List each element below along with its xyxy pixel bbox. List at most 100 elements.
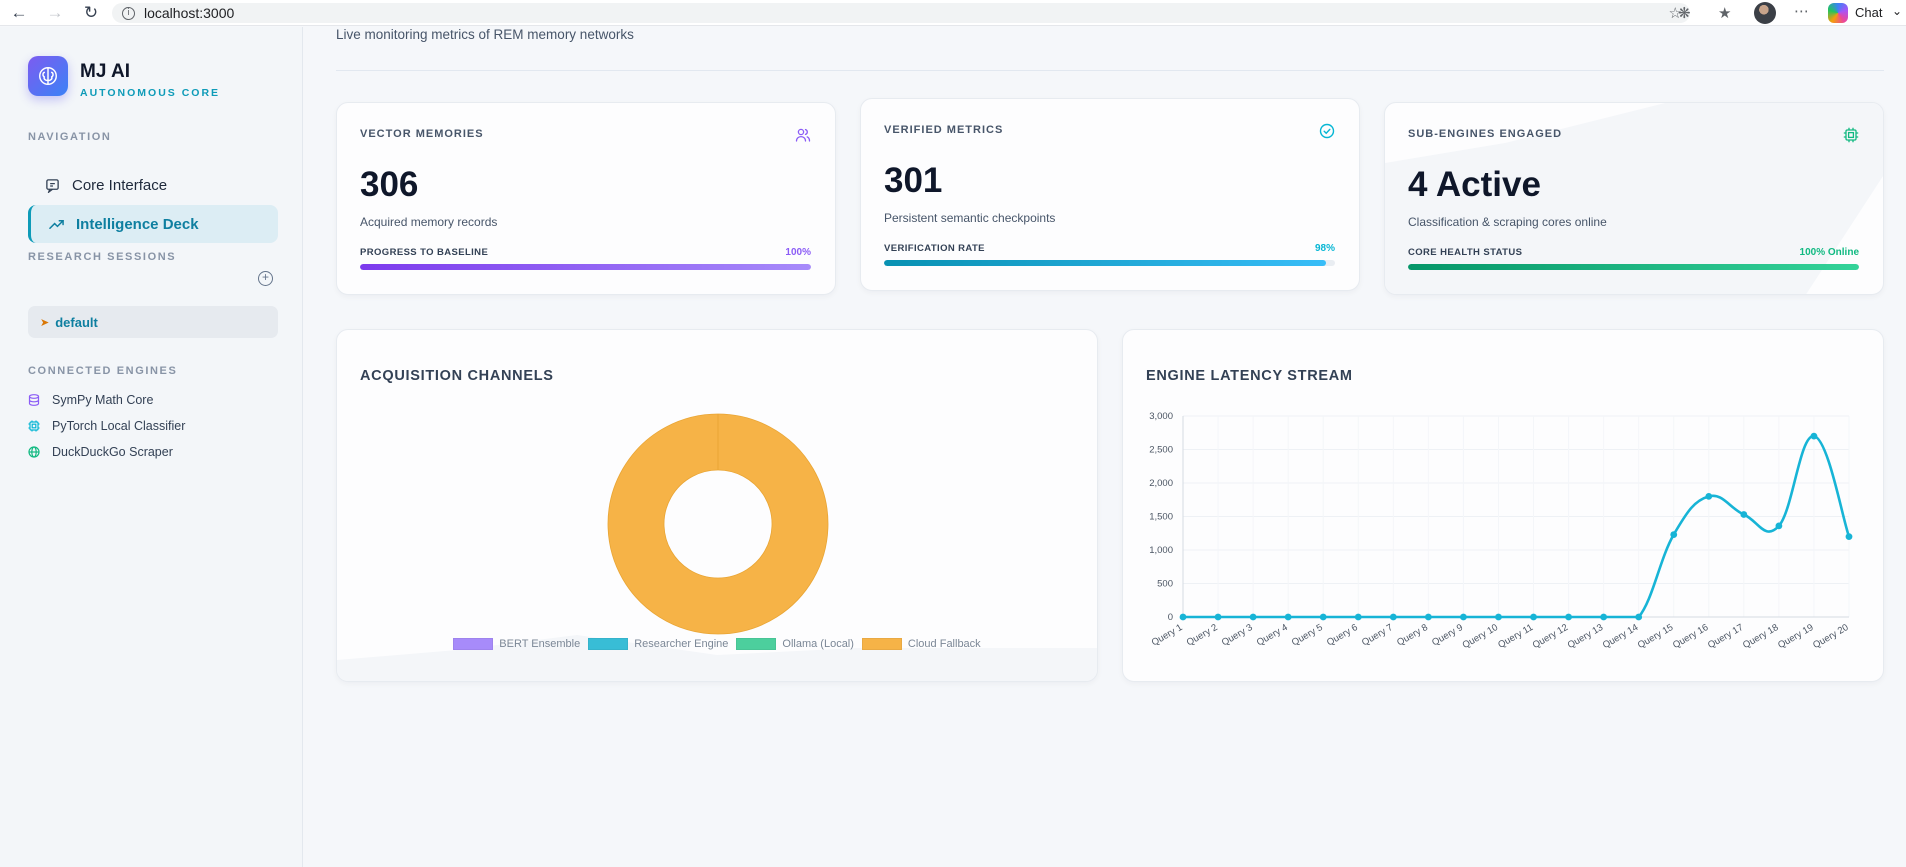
- legend-swatch: [588, 638, 629, 650]
- address-bar[interactable]: i localhost:3000 ☆: [112, 3, 1690, 23]
- progress-bar: [360, 264, 811, 270]
- page-subtitle: Live monitoring metrics of REM memory ne…: [336, 27, 634, 42]
- site-info-icon[interactable]: i: [122, 6, 135, 20]
- nav-heading: NAVIGATION: [28, 131, 112, 143]
- card-background-shape: [337, 635, 1097, 681]
- engine-item-sympy[interactable]: SymPy Math Core: [28, 393, 153, 407]
- legend-label: Researcher Engine: [634, 638, 729, 650]
- check-circle-icon: [1319, 123, 1335, 139]
- data-point[interactable]: [1600, 613, 1608, 621]
- data-point[interactable]: [1249, 613, 1257, 621]
- progress-value: 100% Online: [1799, 247, 1859, 258]
- sessions-heading: RESEARCH SESSIONS: [28, 251, 177, 263]
- progress-bar: [884, 260, 1335, 266]
- data-point[interactable]: [1810, 432, 1818, 440]
- y-tick-label: 0: [1168, 612, 1173, 623]
- stat-description: Classification & scraping cores online: [1408, 215, 1607, 229]
- nav-item-intelligence-deck[interactable]: Intelligence Deck: [28, 205, 278, 243]
- copilot-icon[interactable]: [1828, 3, 1848, 23]
- x-tick-label: Query 9: [1430, 622, 1465, 648]
- x-tick-label: Query 10: [1461, 622, 1500, 651]
- legend-swatch: [861, 638, 902, 650]
- data-point[interactable]: [1845, 533, 1853, 540]
- legend-item[interactable]: BERT Ensemble: [453, 638, 580, 650]
- session-item-default[interactable]: ➤ default: [28, 306, 278, 338]
- nav-item-core-interface[interactable]: Core Interface: [28, 166, 278, 204]
- legend-item[interactable]: Ollama (Local): [736, 638, 854, 650]
- card-background-shape: [1385, 103, 1883, 294]
- chart-legend: BERT Ensemble Researcher Engine Ollama (Lo…: [337, 638, 1097, 650]
- profile-avatar[interactable]: [1754, 2, 1776, 24]
- data-point[interactable]: [1389, 613, 1397, 621]
- session-label: default: [55, 314, 98, 330]
- engine-item-duckduckgo[interactable]: DuckDuckGo Scraper: [28, 445, 173, 459]
- x-tick-label: Query 17: [1706, 622, 1745, 651]
- cpu-icon: [28, 420, 40, 432]
- engine-latency-card: ENGINE LATENCY STREAM 0 500 1,000 1,500 2,00…: [1122, 329, 1884, 682]
- y-tick-label: 500: [1157, 579, 1173, 590]
- data-point[interactable]: [1214, 613, 1222, 621]
- x-tick-label: Query 7: [1360, 622, 1395, 648]
- data-point[interactable]: [1670, 531, 1678, 538]
- legend-item[interactable]: Cloud Fallback: [861, 638, 981, 650]
- x-tick-label: Query 8: [1395, 622, 1430, 648]
- x-tick-label: Query 15: [1636, 622, 1675, 651]
- extensions-icon[interactable]: ❋: [1678, 4, 1691, 22]
- stat-description: Persistent semantic checkpoints: [884, 211, 1056, 225]
- url-text[interactable]: localhost:3000: [144, 5, 235, 21]
- users-icon: [795, 127, 811, 143]
- x-tick-label: Query 12: [1531, 622, 1570, 651]
- chart-title: ENGINE LATENCY STREAM: [1146, 368, 1353, 384]
- stat-label: SUB-ENGINES ENGAGED: [1408, 128, 1563, 140]
- y-tick-label: 1,000: [1149, 545, 1173, 556]
- acquisition-channels-card: ACQUISITION CHANNELS BERT Ensemble Resear…: [336, 329, 1098, 682]
- legend-swatch: [453, 638, 494, 650]
- legend-swatch: [736, 638, 777, 650]
- more-menu-icon[interactable]: ⋯: [1794, 2, 1809, 20]
- progress-value: 100%: [785, 247, 811, 258]
- brain-logo-icon: [28, 56, 68, 96]
- donut-slice[interactable]: [607, 413, 829, 635]
- donut-chart: [607, 413, 829, 635]
- engine-item-pytorch[interactable]: PyTorch Local Classifier: [28, 419, 185, 433]
- data-point[interactable]: [1775, 522, 1783, 530]
- cpu-icon: [1843, 127, 1859, 143]
- y-tick-label: 2,500: [1149, 445, 1173, 456]
- data-point[interactable]: [1284, 613, 1292, 621]
- chevron-down-icon[interactable]: ⌄: [1892, 4, 1903, 18]
- data-point[interactable]: [1460, 613, 1467, 621]
- database-icon: [28, 394, 40, 406]
- progress-label: CORE HEALTH STATUS: [1408, 247, 1523, 258]
- data-point[interactable]: [1635, 613, 1643, 621]
- legend-item[interactable]: Researcher Engine: [588, 638, 728, 650]
- add-session-icon[interactable]: +: [258, 271, 273, 286]
- data-point[interactable]: [1565, 613, 1572, 621]
- favorites-icon[interactable]: ★: [1718, 4, 1732, 22]
- x-tick-label: Query 16: [1671, 622, 1710, 651]
- stat-label: VECTOR MEMORIES: [360, 128, 484, 140]
- bookmark-star-icon[interactable]: ☆: [1668, 5, 1682, 22]
- y-tick-label: 1,500: [1149, 512, 1173, 523]
- chat-button[interactable]: Chat: [1855, 5, 1883, 20]
- chat-square-icon: [44, 177, 60, 193]
- data-point[interactable]: [1705, 493, 1713, 500]
- progress-value: 98%: [1314, 243, 1335, 254]
- x-tick-label: Query 5: [1290, 622, 1325, 648]
- x-tick-label: Query 14: [1601, 622, 1640, 651]
- data-point[interactable]: [1179, 613, 1187, 621]
- data-point[interactable]: [1354, 613, 1362, 621]
- data-point[interactable]: [1319, 613, 1327, 621]
- engine-label: SymPy Math Core: [52, 393, 154, 407]
- back-icon[interactable]: ←: [10, 3, 28, 22]
- forward-icon[interactable]: →: [46, 3, 64, 22]
- progress-fill: [1408, 264, 1859, 270]
- data-point[interactable]: [1495, 613, 1502, 621]
- data-point[interactable]: [1740, 511, 1748, 518]
- data-point[interactable]: [1530, 613, 1537, 621]
- data-point[interactable]: [1424, 613, 1432, 621]
- y-tick-label: 2,000: [1149, 478, 1173, 489]
- globe-icon: [28, 446, 40, 458]
- brand-subtitle: AUTONOMOUS CORE: [80, 87, 221, 99]
- x-tick-label: Query 4: [1255, 622, 1290, 648]
- reload-icon[interactable]: ↻: [83, 3, 99, 22]
